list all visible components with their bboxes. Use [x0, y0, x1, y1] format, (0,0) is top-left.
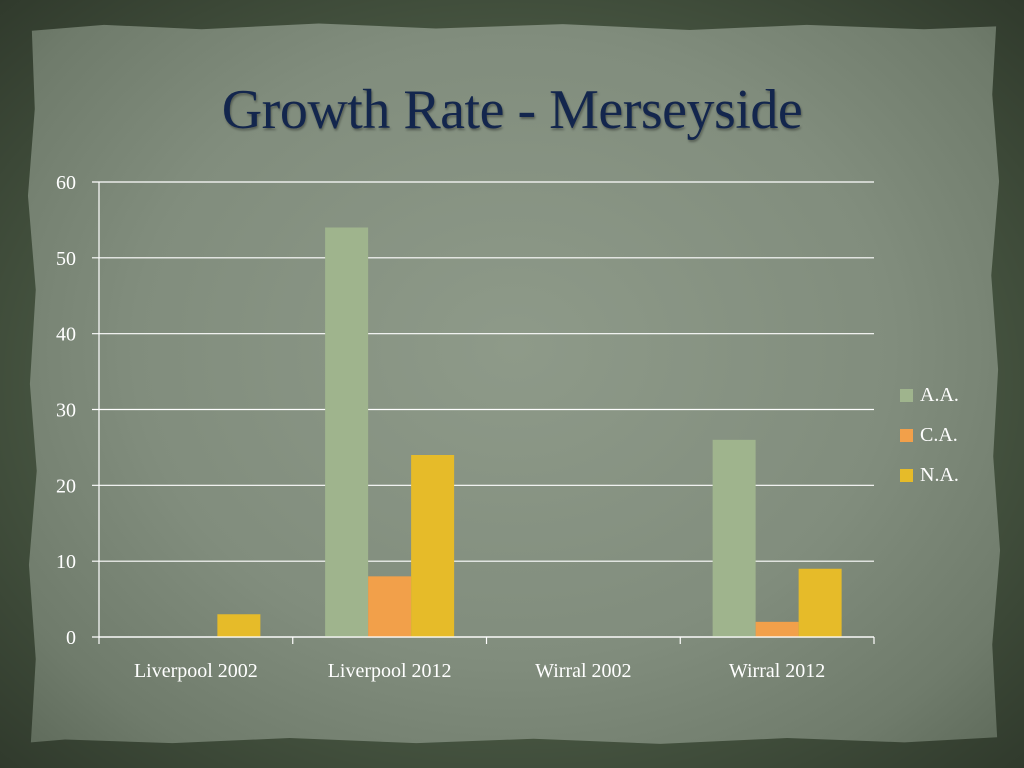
bar-aa-3: [712, 439, 756, 637]
y-tick-label-0: 0: [66, 627, 76, 649]
legend-label-na: N.A.: [920, 463, 959, 486]
x-tick-label-0: Liverpool 2002: [134, 660, 258, 682]
x-tick-label-1: Liverpool 2012: [328, 660, 452, 682]
legend-item-aa: A.A.: [900, 375, 959, 415]
bar-ca-1: [368, 576, 412, 637]
y-tick-label-60: 60: [56, 172, 76, 194]
y-tick-label-10: 10: [56, 551, 76, 573]
legend-label-aa: A.A.: [920, 383, 959, 406]
slide-title: Growth Rate - Merseyside: [221, 79, 803, 141]
bar-na-0: [217, 614, 261, 637]
x-tick-label-2: Wirral 2002: [535, 660, 631, 682]
y-tick-label-30: 30: [56, 400, 76, 422]
bar-ca-3: [755, 621, 799, 637]
legend-label-ca: C.A.: [920, 423, 958, 446]
legend-item-na: N.A.: [900, 455, 959, 495]
legend-swatch-na: [900, 468, 913, 482]
chart-legend: A.A. C.A. N.A.: [900, 375, 959, 495]
bar-na-3: [798, 568, 842, 637]
y-tick-label-20: 20: [56, 475, 76, 497]
y-tick-label-40: 40: [56, 324, 76, 346]
bar-aa-1: [325, 227, 369, 637]
legend-swatch-ca: [900, 428, 913, 442]
y-tick-label-50: 50: [56, 248, 76, 270]
legend-item-ca: C.A.: [900, 415, 959, 455]
x-tick-label-3: Wirral 2012: [729, 660, 825, 682]
legend-swatch-aa: [900, 388, 913, 402]
bar-na-1: [411, 455, 455, 637]
